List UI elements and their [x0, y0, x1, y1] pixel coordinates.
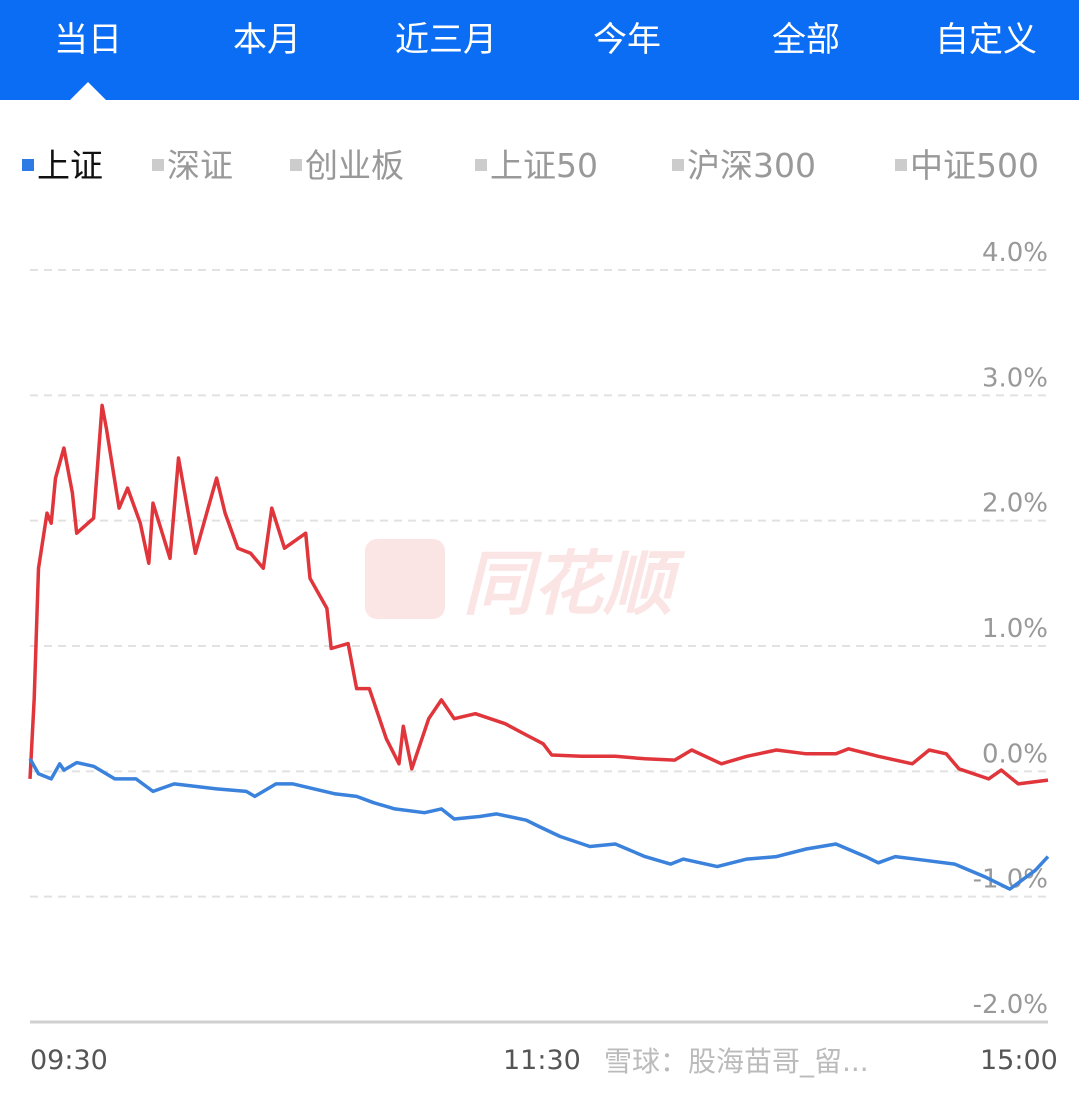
tab-custom[interactable]: 自定义	[935, 20, 1037, 60]
watermark-logo-text: 同花顺	[463, 543, 673, 625]
legend-marker	[672, 158, 684, 171]
active-tab-indicator	[70, 82, 106, 100]
legend-sse50[interactable]: 上证50	[475, 144, 598, 188]
legend-label: 上证50	[490, 146, 598, 185]
legend-label: 深证	[167, 146, 233, 185]
legend-chinext[interactable]: 创业板	[290, 144, 404, 188]
legend-label: 沪深300	[687, 146, 816, 185]
y-tick-label: 0.0%	[982, 739, 1048, 769]
legend-marker	[475, 158, 487, 171]
x-tick-label: 11:30	[503, 1045, 581, 1076]
x-tick-label: 15:00	[980, 1045, 1058, 1076]
tab-this-month[interactable]: 本月	[233, 20, 301, 60]
legend-csi500[interactable]: 中证500	[895, 144, 1039, 188]
legend-csi300[interactable]: 沪深300	[672, 144, 816, 188]
period-tab-bar: 当日 本月 近三月 今年 全部 自定义	[0, 0, 1079, 100]
line-chart: 4.0%3.0%2.0%1.0%0.0%-1.0%-2.0%	[28, 238, 1050, 1024]
y-tick-label: 4.0%	[982, 238, 1048, 268]
red-series-line	[28, 403, 1049, 786]
y-tick-label: 2.0%	[982, 489, 1048, 519]
y-tick-label: 1.0%	[982, 614, 1048, 644]
tab-this-year[interactable]: 今年	[593, 20, 661, 60]
legend-label: 中证500	[910, 146, 1039, 185]
legend-shenzhen[interactable]: 深证	[152, 144, 233, 188]
tab-all[interactable]: 全部	[772, 20, 840, 60]
y-tick-label: 3.0%	[982, 363, 1048, 393]
tab-three-months[interactable]: 近三月	[395, 20, 497, 60]
legend-label: 创业板	[305, 146, 404, 185]
y-tick-label: -2.0%	[973, 990, 1048, 1020]
x-tick-label: 09:30	[30, 1045, 108, 1076]
legend-label: 上证	[37, 146, 103, 185]
blue-series-line	[28, 757, 1050, 891]
legend-marker	[152, 158, 164, 171]
watermark-logo: 同花顺	[365, 528, 673, 629]
tab-today[interactable]: 当日	[54, 20, 122, 60]
legend-marker	[22, 158, 34, 171]
legend-marker	[895, 158, 907, 171]
logo-icon	[365, 538, 445, 619]
legend-marker	[290, 158, 302, 171]
legend-shanghai[interactable]: 上证	[22, 144, 103, 188]
watermark-text: 雪球：股海苗哥_留...	[604, 1045, 869, 1078]
